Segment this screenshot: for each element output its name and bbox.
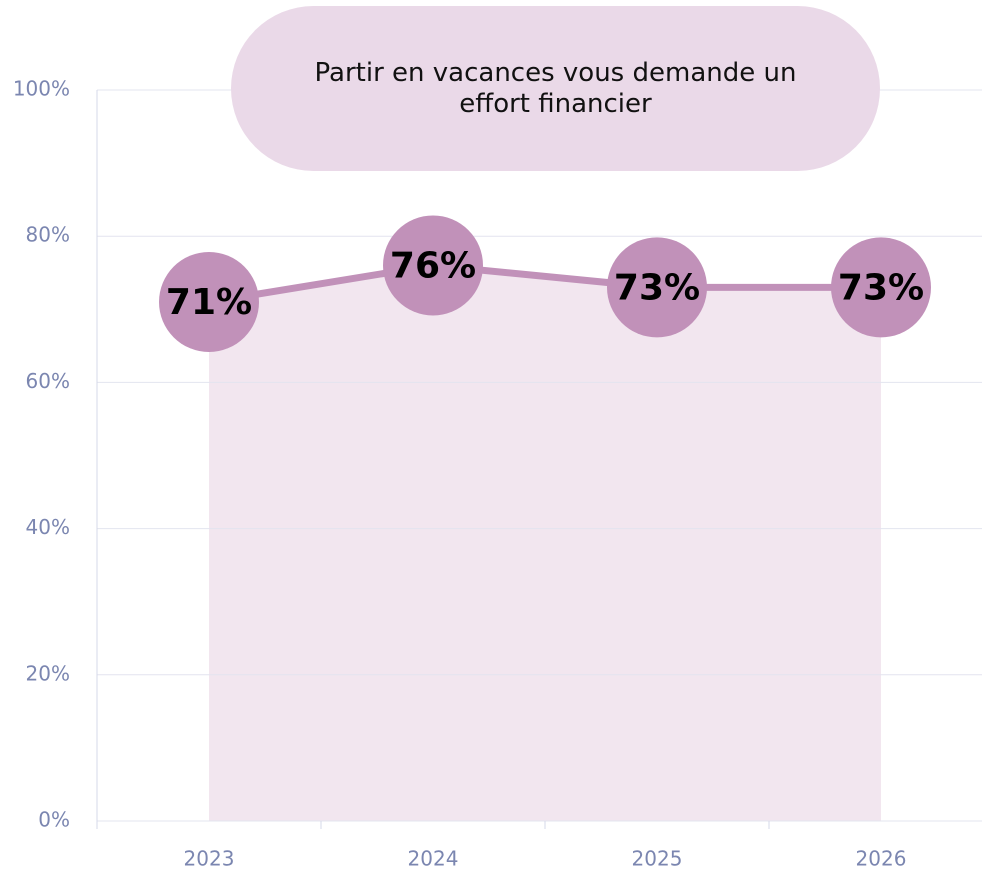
title-pill: Partir en vacances vous demande un effor… xyxy=(231,6,880,171)
x-tick-label: 2026 xyxy=(856,847,907,871)
line xyxy=(208,261,881,306)
grid xyxy=(97,89,982,822)
y-tick-label: 60% xyxy=(26,369,70,393)
point xyxy=(607,237,707,338)
data-label: 71% xyxy=(166,282,252,323)
data-label: 73% xyxy=(838,267,924,308)
x-tick-label: 2023 xyxy=(184,847,235,871)
point xyxy=(831,237,931,338)
chart-title: Partir en vacances vous demande un effor… xyxy=(314,57,797,119)
y-tick-label: 100% xyxy=(13,77,70,101)
data-label: 73% xyxy=(614,267,700,308)
data-label: 76% xyxy=(390,245,476,286)
y-tick-label: 40% xyxy=(26,515,70,539)
point xyxy=(159,251,259,352)
y-tick-label: 20% xyxy=(26,661,70,685)
x-tick-label: 2025 xyxy=(632,847,683,871)
point xyxy=(383,215,483,316)
x-tick-label: 2024 xyxy=(408,847,459,871)
y-tick-label: 0% xyxy=(38,808,70,832)
area xyxy=(209,265,881,821)
y-tick-label: 80% xyxy=(26,223,70,247)
